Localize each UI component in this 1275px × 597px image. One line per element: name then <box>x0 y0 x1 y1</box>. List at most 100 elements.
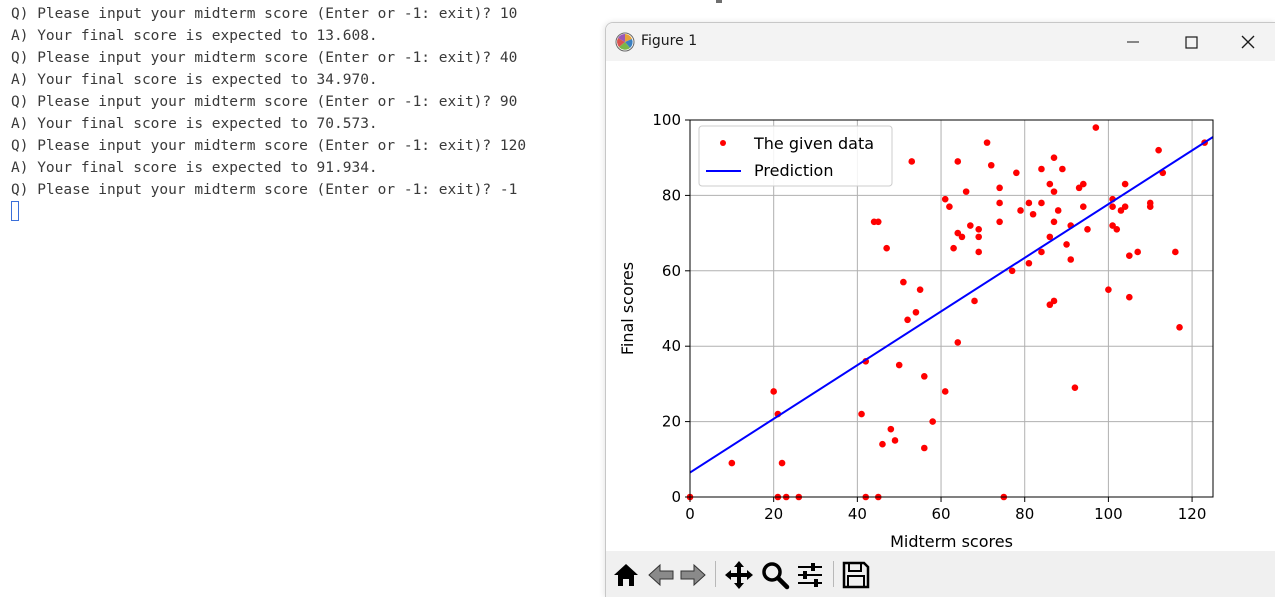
toolbar-separator <box>833 561 834 587</box>
data-point <box>1117 207 1125 214</box>
x-tick-label: 100 <box>1094 505 1123 523</box>
maximize-button[interactable] <box>1162 23 1220 61</box>
data-point <box>929 418 936 425</box>
data-point <box>1079 203 1087 211</box>
data-point <box>1121 203 1129 211</box>
data-point <box>941 195 949 203</box>
data-point <box>1038 165 1045 173</box>
data-point <box>1126 293 1133 301</box>
configure-subplots-button[interactable] <box>795 560 825 590</box>
legend-box <box>698 125 893 187</box>
y-tick-label: 0 <box>671 488 681 506</box>
terminal-line: Q) Please input your midterm score (Ente… <box>11 50 518 66</box>
pan-icon <box>725 561 753 589</box>
axis-ticks: 0 20 40 60 80 100 120 0 20 40 60 80 100 <box>652 111 1206 523</box>
data-point <box>900 278 907 286</box>
title-bar[interactable]: Figure 1 <box>606 23 1275 61</box>
data-point <box>1067 256 1075 263</box>
legend-entry-prediction: Prediction <box>754 161 833 180</box>
forward-button[interactable] <box>678 560 708 590</box>
legend-entry-data: The given data <box>753 134 874 153</box>
data-point <box>1121 180 1129 188</box>
data-point <box>1092 124 1100 131</box>
data-point <box>1109 203 1116 211</box>
data-point <box>1008 267 1016 275</box>
data-point <box>996 199 1003 207</box>
data-point <box>962 188 970 195</box>
data-point <box>874 218 882 226</box>
y-tick-label: 100 <box>652 111 681 129</box>
data-point <box>1059 165 1066 173</box>
data-point <box>1054 207 1062 214</box>
data-point <box>887 425 895 433</box>
data-point <box>1113 226 1121 233</box>
terminal-output[interactable]: Q) Please input your midterm score (Ente… <box>0 0 722 596</box>
x-axis-label: Midterm scores <box>890 532 1013 551</box>
x-tick-label: 40 <box>848 505 867 523</box>
matplotlib-icon <box>615 32 635 52</box>
pan-button[interactable] <box>724 560 754 590</box>
data-point <box>996 184 1003 192</box>
data-point <box>770 388 777 395</box>
data-point <box>954 229 962 237</box>
forward-arrow-icon <box>680 563 706 587</box>
zoom-icon <box>762 562 790 590</box>
data-point <box>1050 188 1058 195</box>
back-button[interactable] <box>646 560 676 590</box>
data-point <box>883 244 890 252</box>
data-point <box>1079 180 1087 188</box>
terminal-line: Q) Please input your midterm score (Ente… <box>11 94 518 110</box>
minimize-icon <box>1127 41 1139 43</box>
data-point <box>1126 252 1133 260</box>
y-tick-label: 20 <box>662 413 681 431</box>
zoom-button[interactable] <box>760 560 790 590</box>
x-tick-label: 60 <box>931 505 950 523</box>
plot-canvas[interactable]: 0 20 40 60 80 100 120 0 20 40 60 80 100 Midterm scor… <box>606 61 1275 551</box>
background-window-edge <box>716 0 722 3</box>
data-point <box>1063 241 1070 248</box>
data-point <box>1155 146 1162 154</box>
text-cursor[interactable] <box>11 201 19 221</box>
data-point <box>908 158 916 165</box>
data-point <box>975 233 982 241</box>
data-point <box>1038 199 1045 207</box>
data-point <box>1109 222 1116 229</box>
y-tick-label: 40 <box>662 337 681 355</box>
data-point <box>858 410 865 418</box>
data-point <box>1075 184 1083 192</box>
data-point <box>1105 286 1112 293</box>
data-point <box>912 308 920 316</box>
window-title: Figure 1 <box>641 33 698 49</box>
y-axis-label: Final scores <box>618 262 637 355</box>
data-point <box>778 459 786 467</box>
data-point <box>1050 154 1058 161</box>
save-button[interactable] <box>841 560 871 590</box>
scatter-plot: 0 20 40 60 80 100 120 0 20 40 60 80 100 Midterm scor… <box>618 111 1214 551</box>
data-point <box>1046 233 1054 241</box>
data-point <box>1134 248 1141 256</box>
data-point <box>1046 180 1054 188</box>
home-button[interactable] <box>611 560 641 590</box>
close-button[interactable] <box>1218 23 1275 61</box>
data-point <box>728 459 736 467</box>
terminal-line: Q) Please input your midterm score (Ente… <box>11 138 527 154</box>
prediction-line <box>690 136 1214 474</box>
data-point <box>879 440 886 448</box>
plot-series <box>686 124 1214 501</box>
minimize-button[interactable] <box>1104 23 1162 61</box>
terminal-line: Q) Please input your midterm score (Ente… <box>11 6 518 22</box>
data-point <box>904 316 911 324</box>
configure-subplots-icon <box>798 563 822 587</box>
data-point <box>946 203 953 211</box>
x-tick-label: 80 <box>1015 505 1034 523</box>
data-point <box>1176 324 1183 331</box>
data-point <box>941 388 949 395</box>
data-point <box>967 222 974 229</box>
data-point <box>1050 218 1058 226</box>
data-point <box>954 158 962 165</box>
y-tick-label: 80 <box>662 186 681 204</box>
figure-window: Figure 1 0 20 40 60 80 100 120 0 20 40 60 80 100 Mid… <box>605 22 1275 597</box>
data-point <box>987 161 995 169</box>
data-point <box>1017 207 1024 214</box>
y-tick-label: 60 <box>662 262 681 280</box>
